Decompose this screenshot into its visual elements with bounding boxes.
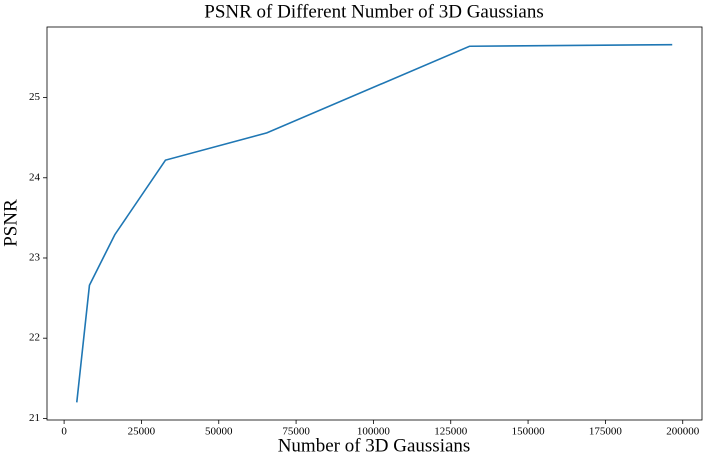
line-series bbox=[75, 43, 673, 403]
x-tick-label: 100000 bbox=[357, 426, 391, 438]
x-tick-label: 125000 bbox=[434, 426, 468, 438]
x-tick-label: 175000 bbox=[589, 426, 623, 438]
chart-title: PSNR of Different Number of 3D Gaussians bbox=[204, 1, 544, 22]
x-tick-label: 25000 bbox=[128, 426, 156, 438]
y-tick-label: 21 bbox=[29, 412, 40, 424]
x-tick-label: 200000 bbox=[666, 426, 700, 438]
plot-frame bbox=[46, 26, 703, 421]
y-tick-label: 22 bbox=[29, 332, 40, 344]
x-tick-label: 0 bbox=[61, 426, 67, 438]
y-tick-label: 24 bbox=[29, 171, 41, 183]
x-tick-label: 50000 bbox=[205, 426, 233, 438]
x-tick-label: 75000 bbox=[282, 426, 310, 438]
y-tick-label: 25 bbox=[29, 91, 41, 103]
x-tick-label: 150000 bbox=[512, 426, 546, 438]
y-tick-label: 23 bbox=[29, 252, 41, 264]
y-axis-label: PSNR bbox=[0, 199, 21, 247]
x-axis-label: Number of 3D Gaussians bbox=[278, 435, 471, 456]
